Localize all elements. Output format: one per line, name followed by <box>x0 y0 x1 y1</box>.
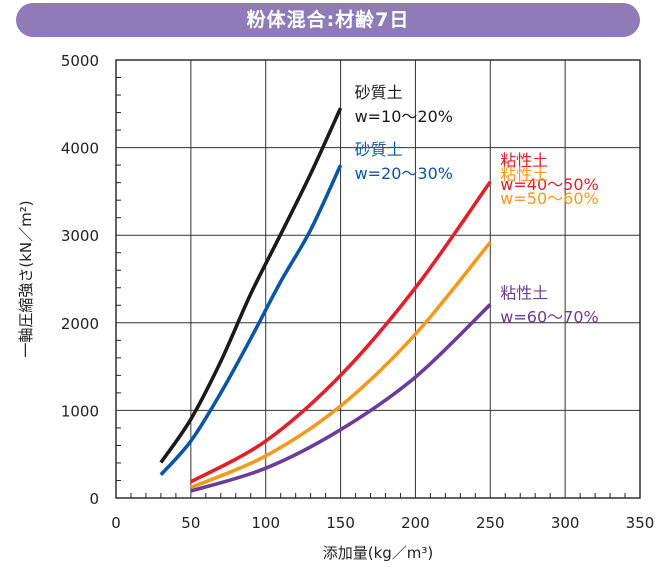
x-tick-label: 100 <box>251 514 280 532</box>
series-label: w=20〜30% <box>355 164 453 183</box>
series-line <box>159 107 343 464</box>
x-tick-label: 50 <box>181 514 200 532</box>
x-tick-label: 150 <box>326 514 355 532</box>
y-tick-label: 2000 <box>61 315 99 333</box>
chart-title-bar: 粉体混合:材齢7日 <box>16 3 640 37</box>
plot-frame <box>115 59 641 499</box>
x-tick-label: 300 <box>551 514 580 532</box>
series-label: 砂質土 <box>355 83 403 102</box>
series-label: 粘性土 <box>500 283 548 302</box>
y-tick-label: 5000 <box>61 52 99 70</box>
series-label: w=10〜20% <box>355 107 453 126</box>
series-line <box>159 164 343 476</box>
y-tick-label: 0 <box>89 490 99 508</box>
series-label: w=60〜70% <box>500 307 598 326</box>
y-axis-label: 一軸圧縮強さ(kN／m²) <box>17 200 35 357</box>
y-tick-label: 1000 <box>61 402 99 420</box>
x-tick-label: 350 <box>626 514 655 532</box>
series-label: w=40〜50% <box>500 175 598 194</box>
series-label: w=50〜60% <box>500 189 598 208</box>
series-line <box>190 241 492 490</box>
series-label: 砂質土 <box>355 140 403 159</box>
series-label: 粘性土 <box>500 151 548 170</box>
series-line <box>190 303 492 493</box>
x-axis-label: 添加量(kg／m³) <box>323 544 434 562</box>
series-label: 粘性土 <box>500 165 548 184</box>
x-tick-label: 250 <box>476 514 505 532</box>
series-line <box>189 180 492 484</box>
y-tick-label: 3000 <box>61 227 99 245</box>
chart-title: 粉体混合:材齢7日 <box>246 9 410 31</box>
y-tick-label: 4000 <box>61 140 99 158</box>
x-tick-label: 200 <box>401 514 430 532</box>
x-tick-label: 0 <box>111 514 121 532</box>
